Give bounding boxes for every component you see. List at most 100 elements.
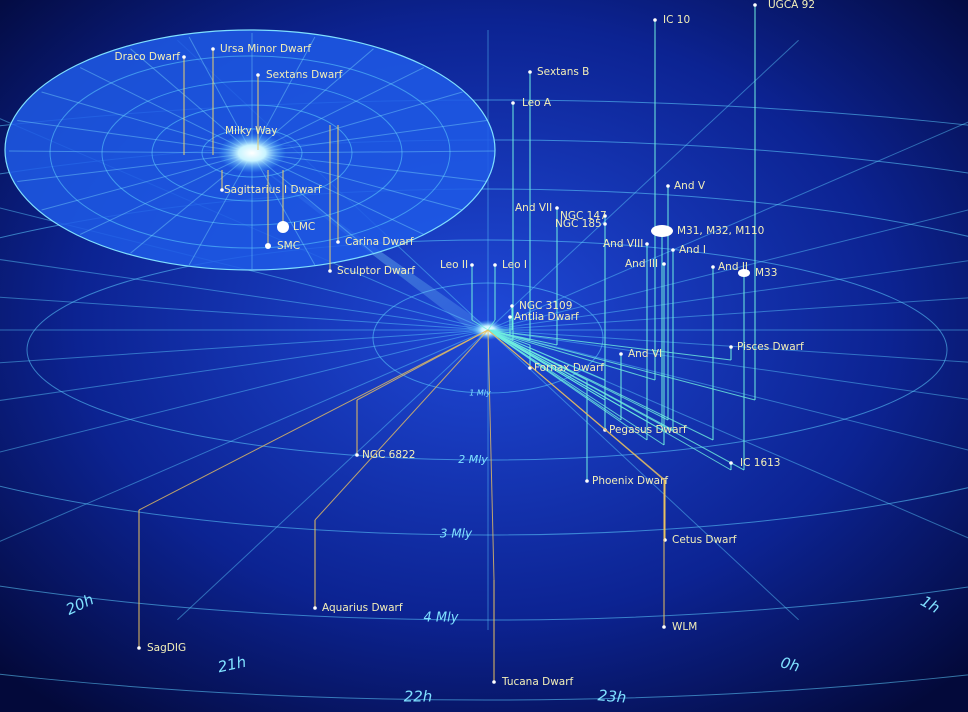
- galaxy-marker: [328, 269, 332, 273]
- galaxy-marker: [182, 55, 186, 59]
- galaxy-label: And III: [625, 258, 658, 270]
- radial-line: [251, 91, 463, 154]
- ring: [0, 188, 968, 536]
- galaxy-marker: [256, 73, 260, 77]
- ring: [0, 99, 968, 701]
- radial-line: [0, 329, 489, 453]
- galaxy-label: Aquarius Dwarf: [322, 602, 403, 614]
- inset-label: LMC: [293, 221, 315, 233]
- galaxy-label: Cetus Dwarf: [672, 534, 737, 546]
- radial-line: [487, 329, 968, 363]
- radial-line: [188, 36, 253, 154]
- galaxy-label: Phoenix Dwarf: [592, 475, 668, 487]
- radial-line: [251, 48, 374, 154]
- drop-line: [471, 319, 489, 331]
- drop-line: [487, 329, 606, 381]
- galaxy-label: Fornax Dwarf: [534, 362, 604, 374]
- drop-line: [487, 329, 656, 381]
- hour-label: 21h: [216, 653, 248, 677]
- galaxy-marker: [277, 221, 289, 233]
- galaxy-label: And V: [674, 180, 706, 192]
- inset-ring: [101, 80, 403, 226]
- inset-ring: [151, 104, 353, 202]
- ring-label: 4 Mly: [424, 611, 459, 626]
- ring: [26, 239, 948, 461]
- hour-label: 22h: [404, 688, 433, 706]
- radial-line: [487, 329, 799, 621]
- radial-line: [487, 329, 968, 400]
- radial-line: [251, 150, 496, 154]
- radial-line: [0, 259, 489, 331]
- radial-line: [79, 152, 253, 235]
- galaxy-label: NGC 147: [560, 210, 607, 222]
- galaxy-marker: [645, 242, 649, 246]
- galaxy-label: And VII: [515, 202, 552, 214]
- galaxy-marker: [653, 18, 657, 22]
- galaxy-marker: [492, 680, 496, 684]
- galaxy-label: UGCA 92: [768, 0, 815, 11]
- galaxy-marker: [510, 304, 514, 308]
- hour-label: 0h: [779, 653, 802, 675]
- radial-line: [487, 297, 968, 331]
- galaxy-label: NGC 3109: [519, 300, 572, 312]
- ring-label: 1 Mly: [469, 389, 491, 398]
- ring-label: 2 Mly: [458, 453, 488, 466]
- galaxy-label: NGC 6822: [362, 449, 415, 461]
- galaxy-marker: [729, 461, 733, 465]
- radial-line: [0, 296, 489, 331]
- inset-label: Sculptor Dwarf: [337, 265, 415, 277]
- radial-line: [487, 209, 968, 331]
- drop-line: [138, 329, 489, 511]
- galaxy-label: WLM: [672, 621, 697, 633]
- hour-label: 23h: [597, 686, 627, 706]
- drop-line: [314, 329, 489, 521]
- radial-line: [251, 152, 487, 183]
- drop-line: [487, 329, 588, 381]
- galaxy-marker: [729, 345, 733, 349]
- radial-line: [8, 150, 253, 154]
- galaxy-marker: [666, 184, 670, 188]
- radial-line: [17, 152, 253, 183]
- galaxy-marker: [313, 606, 317, 610]
- galaxy-marker: [508, 315, 512, 319]
- galaxy-marker: [711, 265, 715, 269]
- radial-line: [79, 67, 253, 154]
- inset-ring: [201, 128, 303, 178]
- galaxy-marker: [528, 70, 532, 74]
- galaxy-marker: [220, 188, 224, 192]
- galaxy-label: Leo A: [522, 97, 552, 109]
- radial-line: [487, 329, 968, 451]
- radial-line: [251, 119, 487, 154]
- drop-line: [487, 329, 732, 361]
- galaxy-label: Tucana Dwarf: [501, 676, 574, 688]
- drop-line: [487, 329, 665, 481]
- inset-ring: [49, 55, 451, 249]
- galaxy-label: IC 1613: [740, 457, 781, 469]
- galaxy-marker: [603, 222, 607, 226]
- galaxy-label: M31, M32, M110: [677, 225, 764, 237]
- galaxy-marker: [355, 453, 359, 457]
- inset-label: Ursa Minor Dwarf: [220, 43, 311, 55]
- radial-line: [251, 67, 425, 154]
- ring-label: 3 Mly: [440, 527, 473, 541]
- galaxy-marker: [265, 243, 271, 249]
- galaxy-label: SagDIG: [147, 642, 186, 654]
- galaxy-label: Sextans B: [537, 66, 589, 78]
- galaxy-label: And VI: [628, 348, 662, 360]
- radial-line: [130, 152, 253, 254]
- drop-line: [487, 329, 665, 446]
- galaxy-marker: [662, 262, 666, 266]
- radial-line: [251, 36, 316, 154]
- galaxy-marker: [211, 47, 215, 51]
- galaxy-marker: [651, 225, 673, 237]
- radial-line: [41, 152, 253, 211]
- galaxy-marker: [619, 352, 623, 356]
- galaxy-label: Leo II: [440, 259, 468, 271]
- inset-label: Sagittarius I Dwarf: [224, 184, 322, 196]
- galaxy-label: IC 10: [663, 14, 690, 26]
- drop-line: [487, 329, 622, 421]
- inset-label: Milky Way: [225, 125, 278, 137]
- galaxy-label: And I: [679, 244, 706, 256]
- drop-line: [487, 329, 745, 471]
- galaxy-label: Leo I: [502, 259, 527, 271]
